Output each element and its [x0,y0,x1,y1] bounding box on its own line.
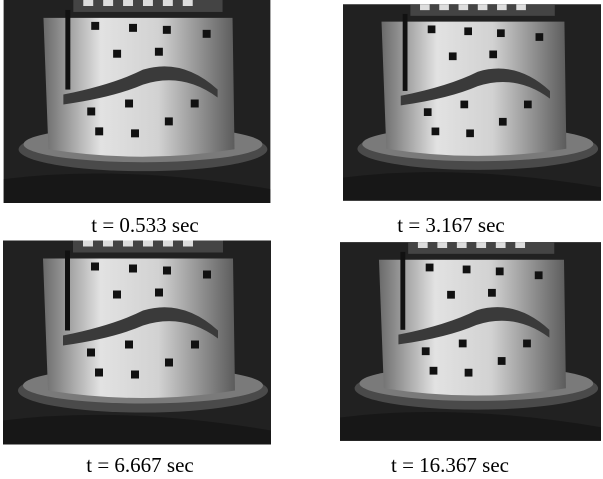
photo [343,4,601,200]
caption: t = 6.667 sec [86,453,194,477]
figure-page: t = 0.533 sec t = 3.167 sec t = 6.667 se… [0,0,603,479]
caption: t = 16.367 sec [391,453,509,477]
caption: t = 3.167 sec [397,213,505,237]
caption: t = 0.533 sec [91,213,199,237]
figure: t = 0.533 sec t = 3.167 sec t = 6.667 se… [0,0,603,479]
photo [4,0,271,203]
photo [340,242,601,441]
photo [3,241,271,445]
